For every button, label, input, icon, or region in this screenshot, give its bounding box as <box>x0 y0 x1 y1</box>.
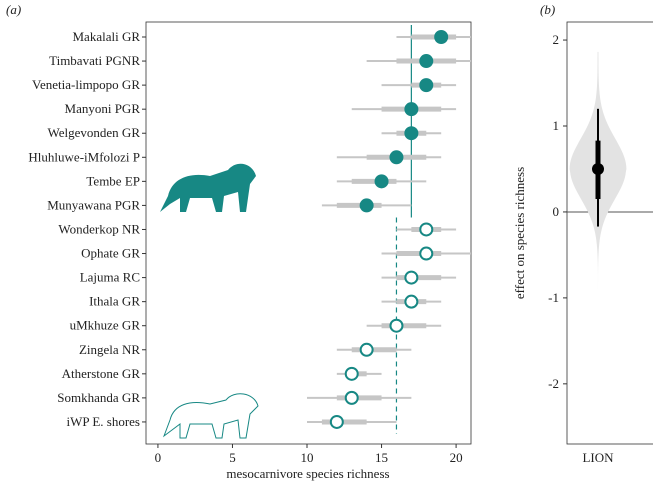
x-axis-label: mesocarnivore species richness <box>226 466 389 481</box>
panel-frame <box>145 21 472 445</box>
x-tick-label: LION <box>582 450 614 465</box>
point <box>344 390 359 405</box>
lion-icon <box>160 163 256 212</box>
point <box>419 222 434 237</box>
y-tick-label: uMkhuze GR <box>70 318 141 333</box>
point <box>419 54 434 69</box>
point <box>389 150 404 165</box>
point <box>592 162 604 175</box>
point <box>419 246 434 261</box>
y-tick-label: 0 <box>553 204 560 219</box>
point <box>329 414 344 429</box>
y-tick-label: Somkhanda GR <box>57 390 140 405</box>
point <box>404 102 419 117</box>
y-tick-label: Munyawana PGR <box>47 197 140 212</box>
lion-icon-outline <box>162 393 259 439</box>
point <box>434 30 449 44</box>
y-axis-label: effect on species richness <box>512 167 527 299</box>
x-tick-label: 20 <box>450 450 463 465</box>
y-tick-label: Welgevonden GR <box>48 125 141 140</box>
y-tick-label: -1 <box>548 290 559 305</box>
point <box>404 294 419 309</box>
panel-frame <box>566 21 653 445</box>
panel-label: (a) <box>6 2 21 17</box>
y-tick-label: 1 <box>553 118 560 133</box>
y-tick-label: Makalali GR <box>72 29 140 44</box>
x-tick-label: 0 <box>155 450 162 465</box>
y-tick-label: Atherstone GR <box>62 366 141 381</box>
y-tick-label: Wonderkop NR <box>58 221 140 236</box>
y-tick-label: -2 <box>548 376 559 391</box>
y-tick-label: Ophate GR <box>81 246 140 261</box>
point <box>374 174 389 189</box>
x-tick-label: 5 <box>229 450 236 465</box>
y-tick-label: Manyoni PGR <box>65 101 141 116</box>
y-tick-label: Tembe EP <box>86 173 140 188</box>
point <box>389 318 404 333</box>
y-tick-label: Timbavati PGNR <box>49 53 140 68</box>
y-tick-label: 2 <box>553 32 560 47</box>
point <box>359 342 374 357</box>
y-tick-label: iWP E. shores <box>66 414 140 429</box>
point <box>344 366 359 381</box>
y-tick-label: Zingela NR <box>79 342 140 357</box>
point <box>404 270 419 285</box>
y-tick-label: Ithala GR <box>89 294 140 309</box>
x-tick-label: 15 <box>375 450 388 465</box>
y-tick-label: Hluhluwe-iMfolozi P <box>28 149 140 164</box>
point <box>359 198 374 213</box>
y-tick-label: Venetia-limpopo GR <box>32 77 140 92</box>
y-tick-label: Lajuma RC <box>80 270 140 285</box>
point <box>419 78 434 93</box>
x-tick-label: 10 <box>301 450 314 465</box>
point <box>404 126 419 141</box>
panel-label: (b) <box>540 2 555 17</box>
